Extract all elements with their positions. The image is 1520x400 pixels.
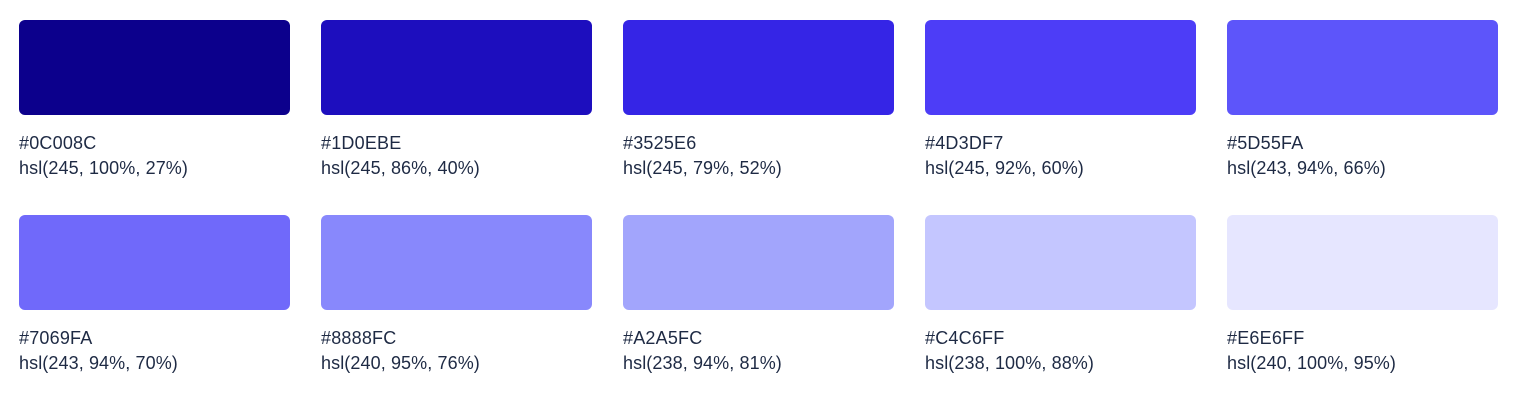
- swatch-color-chip: [925, 20, 1196, 115]
- swatch-2: #1D0EBE hsl(245, 86%, 40%): [321, 20, 592, 180]
- swatch-hsl-label: hsl(243, 94%, 70%): [19, 353, 178, 373]
- swatch-8: #A2A5FC hsl(238, 94%, 81%): [623, 215, 894, 375]
- swatch-color-chip: [623, 20, 894, 115]
- swatch-5: #5D55FA hsl(243, 94%, 66%): [1227, 20, 1498, 180]
- swatch-color-chip: [19, 20, 290, 115]
- swatch-hex-label: #C4C6FF: [925, 328, 1005, 348]
- swatch-hex-label: #1D0EBE: [321, 133, 402, 153]
- palette-row-2: #7069FA hsl(243, 94%, 70%) #8888FC hsl(2…: [19, 215, 1498, 375]
- swatch-hsl-label: hsl(245, 92%, 60%): [925, 158, 1084, 178]
- swatch-hex-label: #8888FC: [321, 328, 397, 348]
- swatch-3: #3525E6 hsl(245, 79%, 52%): [623, 20, 894, 180]
- swatch-color-chip: [623, 215, 894, 310]
- swatch-color-chip: [321, 215, 592, 310]
- swatch-color-chip: [321, 20, 592, 115]
- swatch-hsl-label: hsl(240, 100%, 95%): [1227, 353, 1396, 373]
- swatch-hsl-label: hsl(245, 86%, 40%): [321, 158, 480, 178]
- swatch-7: #8888FC hsl(240, 95%, 76%): [321, 215, 592, 375]
- swatch-hex-label: #A2A5FC: [623, 328, 703, 348]
- swatch-color-chip: [19, 215, 290, 310]
- swatch-hsl-label: hsl(238, 100%, 88%): [925, 353, 1094, 373]
- swatch-hsl-label: hsl(243, 94%, 66%): [1227, 158, 1386, 178]
- swatch-hsl-label: hsl(245, 100%, 27%): [19, 158, 188, 178]
- swatch-color-chip: [925, 215, 1196, 310]
- swatch-hsl-label: hsl(245, 79%, 52%): [623, 158, 782, 178]
- swatch-6: #7069FA hsl(243, 94%, 70%): [19, 215, 290, 375]
- swatch-4: #4D3DF7 hsl(245, 92%, 60%): [925, 20, 1196, 180]
- swatch-hex-label: #7069FA: [19, 328, 93, 348]
- swatch-hex-label: #3525E6: [623, 133, 697, 153]
- swatch-color-chip: [1227, 20, 1498, 115]
- swatch-10: #E6E6FF hsl(240, 100%, 95%): [1227, 215, 1498, 375]
- swatch-hex-label: #0C008C: [19, 133, 97, 153]
- swatch-hsl-label: hsl(238, 94%, 81%): [623, 353, 782, 373]
- swatch-hex-label: #4D3DF7: [925, 133, 1004, 153]
- palette-row-1: #0C008C hsl(245, 100%, 27%) #1D0EBE hsl(…: [19, 20, 1498, 180]
- swatch-hex-label: #E6E6FF: [1227, 328, 1305, 348]
- swatch-1: #0C008C hsl(245, 100%, 27%): [19, 20, 290, 180]
- swatch-hex-label: #5D55FA: [1227, 133, 1304, 153]
- swatch-color-chip: [1227, 215, 1498, 310]
- swatch-hsl-label: hsl(240, 95%, 76%): [321, 353, 480, 373]
- swatch-9: #C4C6FF hsl(238, 100%, 88%): [925, 215, 1196, 375]
